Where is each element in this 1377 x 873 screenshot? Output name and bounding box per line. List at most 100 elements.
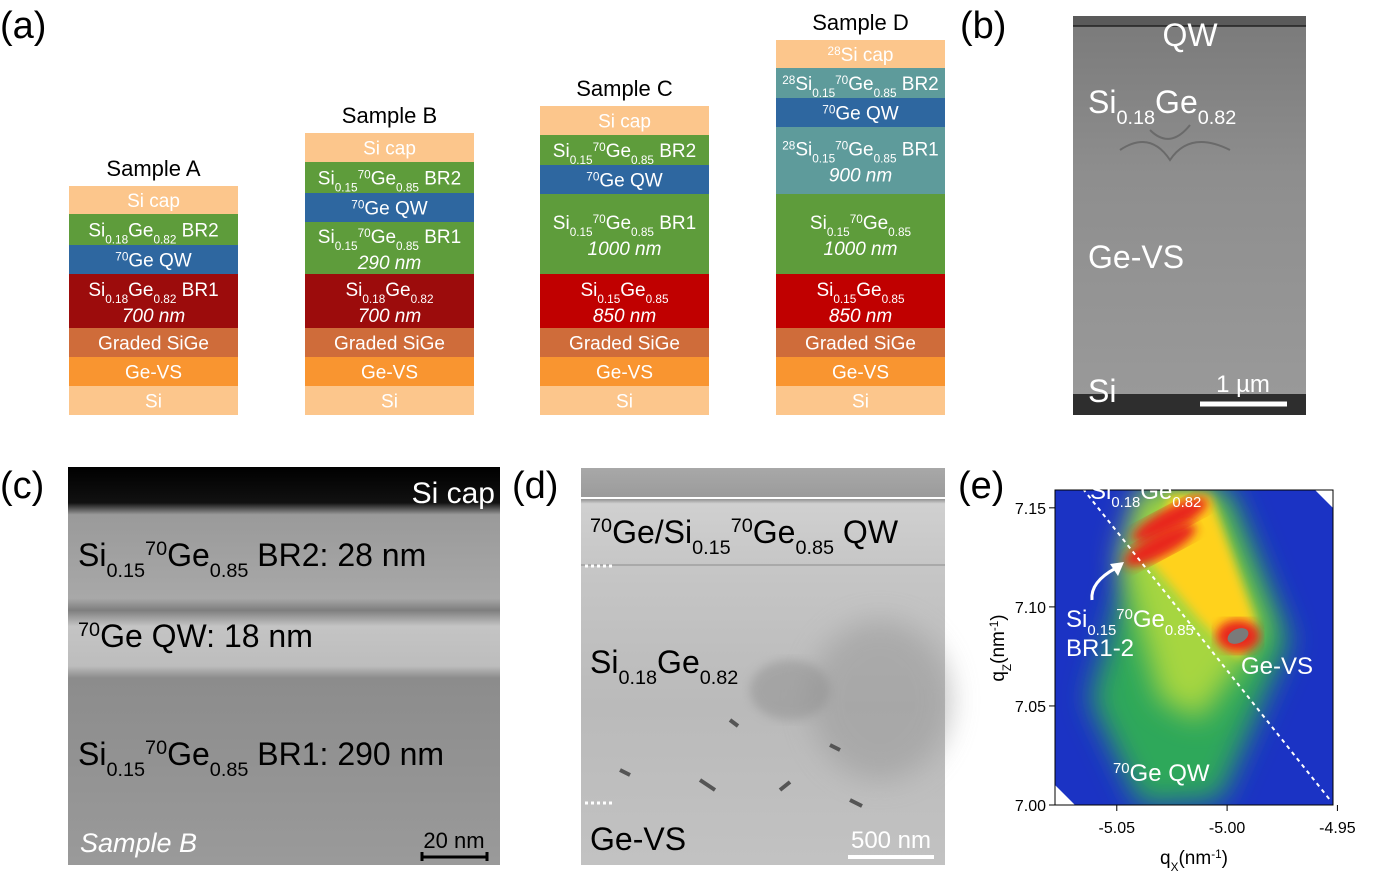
layer	[776, 386, 945, 415]
text-run: BR2: 28 nm	[248, 537, 426, 573]
text-run: 0.15	[812, 152, 835, 165]
layer	[540, 106, 709, 135]
layer-label: Graded SiGe	[334, 334, 445, 355]
text-run: 0.15	[597, 293, 620, 306]
text-run: Si cap	[598, 112, 651, 133]
text-run: Si	[1088, 84, 1116, 120]
text-run: Graded SiGe	[569, 334, 680, 355]
text-run: 70	[1113, 761, 1130, 777]
layer-label: Ge-VS	[125, 363, 182, 384]
defects	[1119, 124, 1231, 162]
layer	[540, 135, 709, 165]
image-label: Ge-VS	[1088, 239, 1184, 275]
panel-label: (b)	[960, 5, 1006, 47]
image-label: Ge-VS	[590, 821, 686, 857]
scale-bar-label: 20 nm	[423, 828, 484, 853]
text-run: BR1	[419, 227, 461, 248]
text-run: BR2	[897, 74, 939, 95]
layer-label: Si0.18Ge0.82 BR2	[88, 221, 218, 247]
tem-image-c	[68, 467, 500, 865]
text-run: Si cap	[363, 139, 416, 160]
text-run: Ge/Si	[612, 514, 692, 550]
text-run: Ge	[657, 644, 700, 680]
text-run: Ge-VS	[590, 821, 686, 857]
sample-name: Sample B	[342, 103, 437, 128]
layer-label: 28Si cap	[828, 45, 894, 67]
layer-label: 70Ge QW	[586, 170, 662, 192]
text-run: (nm	[1178, 848, 1211, 869]
map-label: BR1-2	[1066, 635, 1134, 662]
layer-label: Si cap	[598, 112, 651, 133]
map-corner	[1055, 785, 1075, 805]
text-run: Ge-VS	[1241, 653, 1313, 680]
text-run: 0.18	[362, 293, 385, 306]
layer-label: Si0.1570Ge0.85 BR1	[318, 227, 461, 253]
layer-label: 28Si0.1570Ge0.85 BR1	[782, 139, 939, 165]
y-tick-label: 7.10	[1015, 600, 1046, 617]
sample-name: Sample D	[812, 10, 909, 35]
text-run: BR2	[654, 141, 696, 162]
defects	[619, 718, 863, 808]
y-tick-label: 7.00	[1015, 798, 1046, 815]
text-run: Ge	[606, 213, 631, 234]
text-run: Si	[795, 140, 812, 161]
text-run: 70	[731, 515, 753, 537]
text-run: Ge QW	[128, 251, 191, 272]
text-run: 0.82	[1198, 107, 1237, 129]
arrow-head	[1110, 562, 1124, 576]
layer-label: Graded SiGe	[805, 334, 916, 355]
text-run: Si	[810, 213, 827, 234]
text-run: 28	[828, 45, 842, 58]
text-run: 0.85	[874, 152, 897, 165]
text-run: 0.15	[335, 240, 358, 253]
layer-label: 70Ge QW	[351, 198, 427, 220]
text-run: 0.85	[795, 537, 834, 559]
map-peak-core	[1227, 628, 1249, 644]
sample-name: Sample A	[106, 156, 200, 181]
text-run: 0.85	[210, 759, 249, 781]
text-run: BR2	[419, 169, 461, 190]
text-run: Ge	[128, 221, 153, 242]
text-run: )	[988, 614, 1009, 620]
layer-label: 28Si0.1570Ge0.85 BR2	[782, 74, 939, 100]
layer	[305, 274, 474, 328]
text-run: Ge	[128, 280, 153, 301]
text-run: 0.15	[833, 293, 856, 306]
image-label: Si0.18Ge0.82	[1088, 84, 1236, 129]
map-label: Si0.18Ge0.82	[1090, 478, 1201, 511]
text-run: Ge	[620, 280, 645, 301]
rsm-map	[1055, 490, 1333, 805]
map-peak	[1124, 523, 1196, 567]
arrow	[1090, 566, 1117, 601]
text-run: Ge	[167, 537, 210, 573]
scale-bar-label: 1 µm	[1216, 371, 1270, 398]
text-run: Ge	[848, 74, 873, 95]
text-run: 28	[782, 139, 796, 152]
strain-contrast	[750, 660, 830, 720]
text-run: 0.18	[618, 667, 657, 689]
map-peak	[1132, 497, 1208, 543]
layer	[305, 133, 474, 162]
text-run: Si	[88, 221, 105, 242]
substrate-band	[1073, 394, 1306, 415]
text-run: Si	[78, 537, 106, 573]
text-run: Ge QW	[835, 104, 898, 125]
layer	[776, 274, 945, 328]
text-run: Ge	[1133, 606, 1165, 633]
text-run: BR1	[897, 140, 939, 161]
text-run: 0.85	[396, 181, 419, 194]
x-tick-label: -5.05	[1099, 820, 1136, 837]
text-run: BR1-2	[1066, 635, 1134, 662]
layer	[540, 357, 709, 386]
x-tick-label: -5.00	[1209, 820, 1246, 837]
text-run: BR1	[176, 280, 218, 301]
text-run: Si	[1088, 373, 1116, 409]
text-run: 70	[590, 515, 612, 537]
text-run: 0.18	[1111, 495, 1140, 511]
layer-label: Si0.1570Ge0.85 BR1	[553, 213, 696, 239]
layer-label: Si0.18Ge0.82	[345, 280, 433, 306]
image-label: Si	[1088, 373, 1116, 409]
sample-note: Sample B	[80, 828, 197, 858]
y-tick-label: 7.15	[1015, 501, 1046, 518]
text-run: )	[1222, 848, 1228, 869]
